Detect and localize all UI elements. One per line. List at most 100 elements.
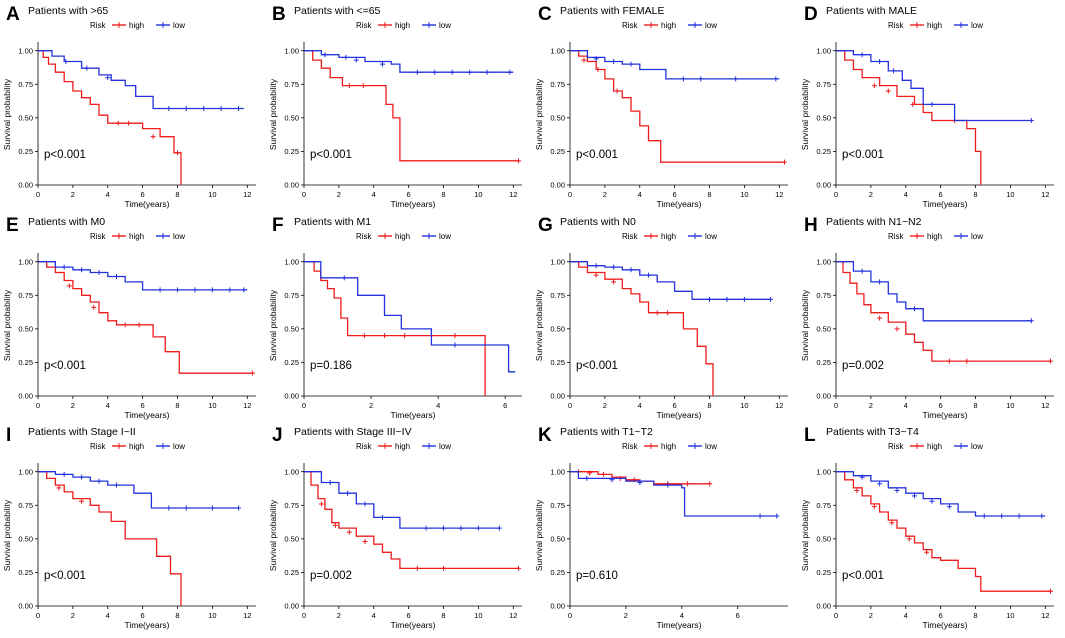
y-axis-title: Survival probability [800, 289, 810, 361]
censor-mark-low [467, 69, 473, 75]
y-tick-label: 0.75 [816, 291, 831, 300]
censor-mark-low [452, 342, 458, 348]
y-tick-label: 0.00 [284, 181, 299, 190]
curve-low [304, 261, 516, 373]
legend-item-low: low [954, 232, 983, 241]
y-tick-label: 0.75 [284, 80, 299, 89]
censor-mark-low [96, 269, 102, 275]
x-tick-label: 4 [904, 190, 908, 199]
y-tick-label: 0.00 [284, 392, 299, 401]
y-tick-label: 0.00 [18, 602, 33, 611]
legend-cross-low [160, 233, 166, 239]
legend-item-low: low [688, 442, 717, 451]
x-tick-label: 2 [337, 190, 341, 199]
x-tick-label: 12 [243, 611, 251, 620]
censor-mark-high [707, 481, 713, 487]
legend-label-low: low [971, 232, 983, 241]
x-tick-label: 10 [1006, 401, 1014, 410]
censor-mark-low [929, 498, 935, 504]
censor-mark-high [871, 83, 877, 89]
x-tick-label: 6 [503, 401, 507, 410]
y-tick-label: 1.00 [284, 257, 299, 266]
censor-mark-low [236, 105, 242, 111]
y-tick-label: 1.00 [284, 467, 299, 476]
y-axis-title: Survival probability [800, 499, 810, 571]
x-axis-title: Time(years) [124, 620, 169, 630]
censor-mark-low [61, 471, 67, 477]
x-tick-label: 12 [1041, 401, 1049, 410]
x-axis-title: Time(years) [656, 410, 701, 420]
censor-mark-low [894, 488, 900, 494]
y-tick-label: 0.75 [18, 501, 33, 510]
x-axis-title: Time(years) [390, 199, 435, 209]
legend: Risk high low [356, 442, 451, 451]
censor-mark-high [56, 485, 62, 491]
censor-mark-low [341, 275, 347, 281]
censor-mark-low [593, 263, 599, 269]
x-tick-label: 4 [638, 190, 642, 199]
curve-low [836, 261, 1032, 322]
y-axis-title: Survival probability [534, 289, 544, 361]
y-tick-label: 0.50 [816, 534, 831, 543]
censor-mark-low [981, 513, 987, 519]
panel-b: B Patients with <=65 Risk high low 0.00 0.25 0.… [268, 4, 522, 209]
x-tick-label: 0 [568, 190, 572, 199]
legend-cross-low [426, 443, 432, 449]
legend-cross-high [382, 233, 388, 239]
legend-item-high: high [644, 442, 676, 451]
censor-mark-high [654, 310, 660, 316]
censor-mark-low [680, 76, 686, 82]
censor-mark-low [63, 58, 69, 64]
p-value: p<0.001 [842, 149, 884, 161]
censor-mark-low [859, 268, 865, 274]
y-tick-label: 0.25 [284, 358, 299, 367]
legend-cross-high [914, 22, 920, 28]
x-tick-label: 8 [973, 611, 977, 620]
curve-high [304, 261, 486, 396]
censor-mark-low [79, 474, 85, 480]
legend: Risk high low [622, 21, 717, 30]
x-tick-label: 2 [71, 190, 75, 199]
legend-cross-high [914, 233, 920, 239]
x-tick-label: 12 [243, 190, 251, 199]
censor-mark-high [871, 504, 877, 510]
censor-mark-high [595, 67, 601, 73]
x-axis-title: Time(years) [656, 199, 701, 209]
legend-item-high: high [910, 442, 942, 451]
curve-low [304, 50, 514, 73]
legend-title: Risk [622, 21, 639, 30]
y-tick-label: 0.25 [816, 358, 831, 367]
censor-mark-low [166, 105, 172, 111]
legend-label-high: high [129, 21, 144, 30]
x-tick-label: 6 [141, 611, 145, 620]
legend-cross-low [958, 233, 964, 239]
legend-item-low: low [422, 232, 451, 241]
legend-label-high: high [927, 442, 942, 451]
censor-mark-low [1028, 118, 1034, 124]
x-tick-label: 6 [141, 190, 145, 199]
y-axis-title: Survival probability [268, 78, 278, 150]
censor-mark-low [166, 505, 172, 511]
legend-label-low: low [705, 232, 717, 241]
panel-letter: K [538, 425, 552, 446]
censor-mark-low [327, 479, 333, 485]
censor-mark-high [1048, 588, 1054, 594]
censor-mark-high [924, 549, 930, 555]
p-value: p<0.001 [310, 149, 352, 161]
p-value: p<0.001 [576, 149, 618, 161]
panel-title: Patients with T1~T2 [560, 426, 653, 438]
panel-e: E Patients with M0 Risk high low 0.00 0.25 0.50… [2, 215, 256, 420]
censor-mark-low [609, 477, 615, 483]
x-tick-label: 4 [372, 611, 376, 620]
legend: Risk high low [90, 232, 185, 241]
censor-mark-low [999, 513, 1005, 519]
legend-cross-high [914, 443, 920, 449]
legend-item-high: high [910, 21, 942, 30]
censor-mark-low [241, 287, 247, 293]
censor-mark-high [332, 522, 338, 528]
censor-mark-low [496, 525, 502, 531]
legend-item-low: low [422, 21, 451, 30]
legend-title: Risk [356, 442, 373, 451]
x-axis-title: Time(years) [124, 199, 169, 209]
x-tick-label: 6 [736, 611, 740, 620]
